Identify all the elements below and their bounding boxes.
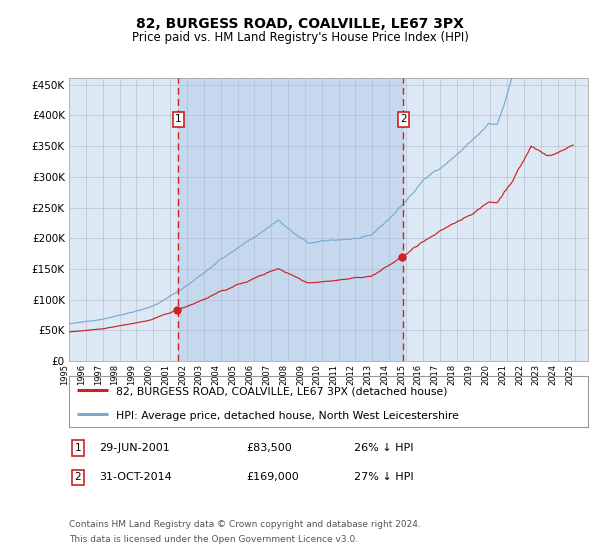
Text: 1998: 1998 bbox=[110, 364, 119, 385]
Text: 2020: 2020 bbox=[481, 364, 490, 385]
Text: £169,000: £169,000 bbox=[246, 472, 299, 482]
Text: 27% ↓ HPI: 27% ↓ HPI bbox=[354, 472, 413, 482]
Text: 2014: 2014 bbox=[380, 364, 389, 385]
Text: 2017: 2017 bbox=[431, 364, 440, 385]
Text: 2019: 2019 bbox=[464, 364, 473, 385]
Text: 1995: 1995 bbox=[60, 364, 69, 385]
Text: 2007: 2007 bbox=[262, 364, 271, 385]
Text: 2010: 2010 bbox=[313, 364, 322, 385]
Text: 2018: 2018 bbox=[448, 364, 457, 385]
Text: 2: 2 bbox=[400, 114, 406, 124]
Text: 2021: 2021 bbox=[498, 364, 507, 385]
Text: 82, BURGESS ROAD, COALVILLE, LE67 3PX (detached house): 82, BURGESS ROAD, COALVILLE, LE67 3PX (d… bbox=[116, 386, 447, 396]
Text: 2012: 2012 bbox=[346, 364, 355, 385]
Text: 2008: 2008 bbox=[279, 364, 288, 385]
Text: 2000: 2000 bbox=[144, 364, 153, 385]
Text: 1999: 1999 bbox=[127, 364, 136, 385]
Text: 2004: 2004 bbox=[212, 364, 221, 385]
Text: HPI: Average price, detached house, North West Leicestershire: HPI: Average price, detached house, Nort… bbox=[116, 411, 458, 421]
Text: 2: 2 bbox=[74, 472, 82, 482]
Text: This data is licensed under the Open Government Licence v3.0.: This data is licensed under the Open Gov… bbox=[69, 535, 358, 544]
Text: Price paid vs. HM Land Registry's House Price Index (HPI): Price paid vs. HM Land Registry's House … bbox=[131, 31, 469, 44]
Text: 2009: 2009 bbox=[296, 364, 305, 385]
Text: 29-JUN-2001: 29-JUN-2001 bbox=[99, 443, 170, 453]
Text: 2022: 2022 bbox=[515, 364, 524, 385]
Text: 2002: 2002 bbox=[178, 364, 187, 385]
Text: 2024: 2024 bbox=[548, 364, 557, 385]
Text: 2011: 2011 bbox=[329, 364, 338, 385]
Text: Contains HM Land Registry data © Crown copyright and database right 2024.: Contains HM Land Registry data © Crown c… bbox=[69, 520, 421, 529]
Text: 82, BURGESS ROAD, COALVILLE, LE67 3PX: 82, BURGESS ROAD, COALVILLE, LE67 3PX bbox=[136, 17, 464, 31]
Text: £83,500: £83,500 bbox=[246, 443, 292, 453]
Text: 1: 1 bbox=[175, 114, 182, 124]
Text: 2023: 2023 bbox=[532, 364, 541, 385]
Text: 2005: 2005 bbox=[229, 364, 238, 385]
Text: 2006: 2006 bbox=[245, 364, 254, 385]
Text: 2013: 2013 bbox=[364, 364, 373, 385]
Text: 1997: 1997 bbox=[94, 364, 103, 385]
Text: 2016: 2016 bbox=[414, 364, 423, 385]
Text: 2001: 2001 bbox=[161, 364, 170, 385]
Text: 2025: 2025 bbox=[566, 364, 575, 385]
Bar bbox=[178, 78, 403, 361]
Text: 26% ↓ HPI: 26% ↓ HPI bbox=[354, 443, 413, 453]
Text: 1: 1 bbox=[74, 443, 82, 453]
Text: 1996: 1996 bbox=[77, 364, 86, 385]
Text: 2015: 2015 bbox=[397, 364, 406, 385]
Text: 2003: 2003 bbox=[195, 364, 204, 385]
Text: 31-OCT-2014: 31-OCT-2014 bbox=[99, 472, 172, 482]
